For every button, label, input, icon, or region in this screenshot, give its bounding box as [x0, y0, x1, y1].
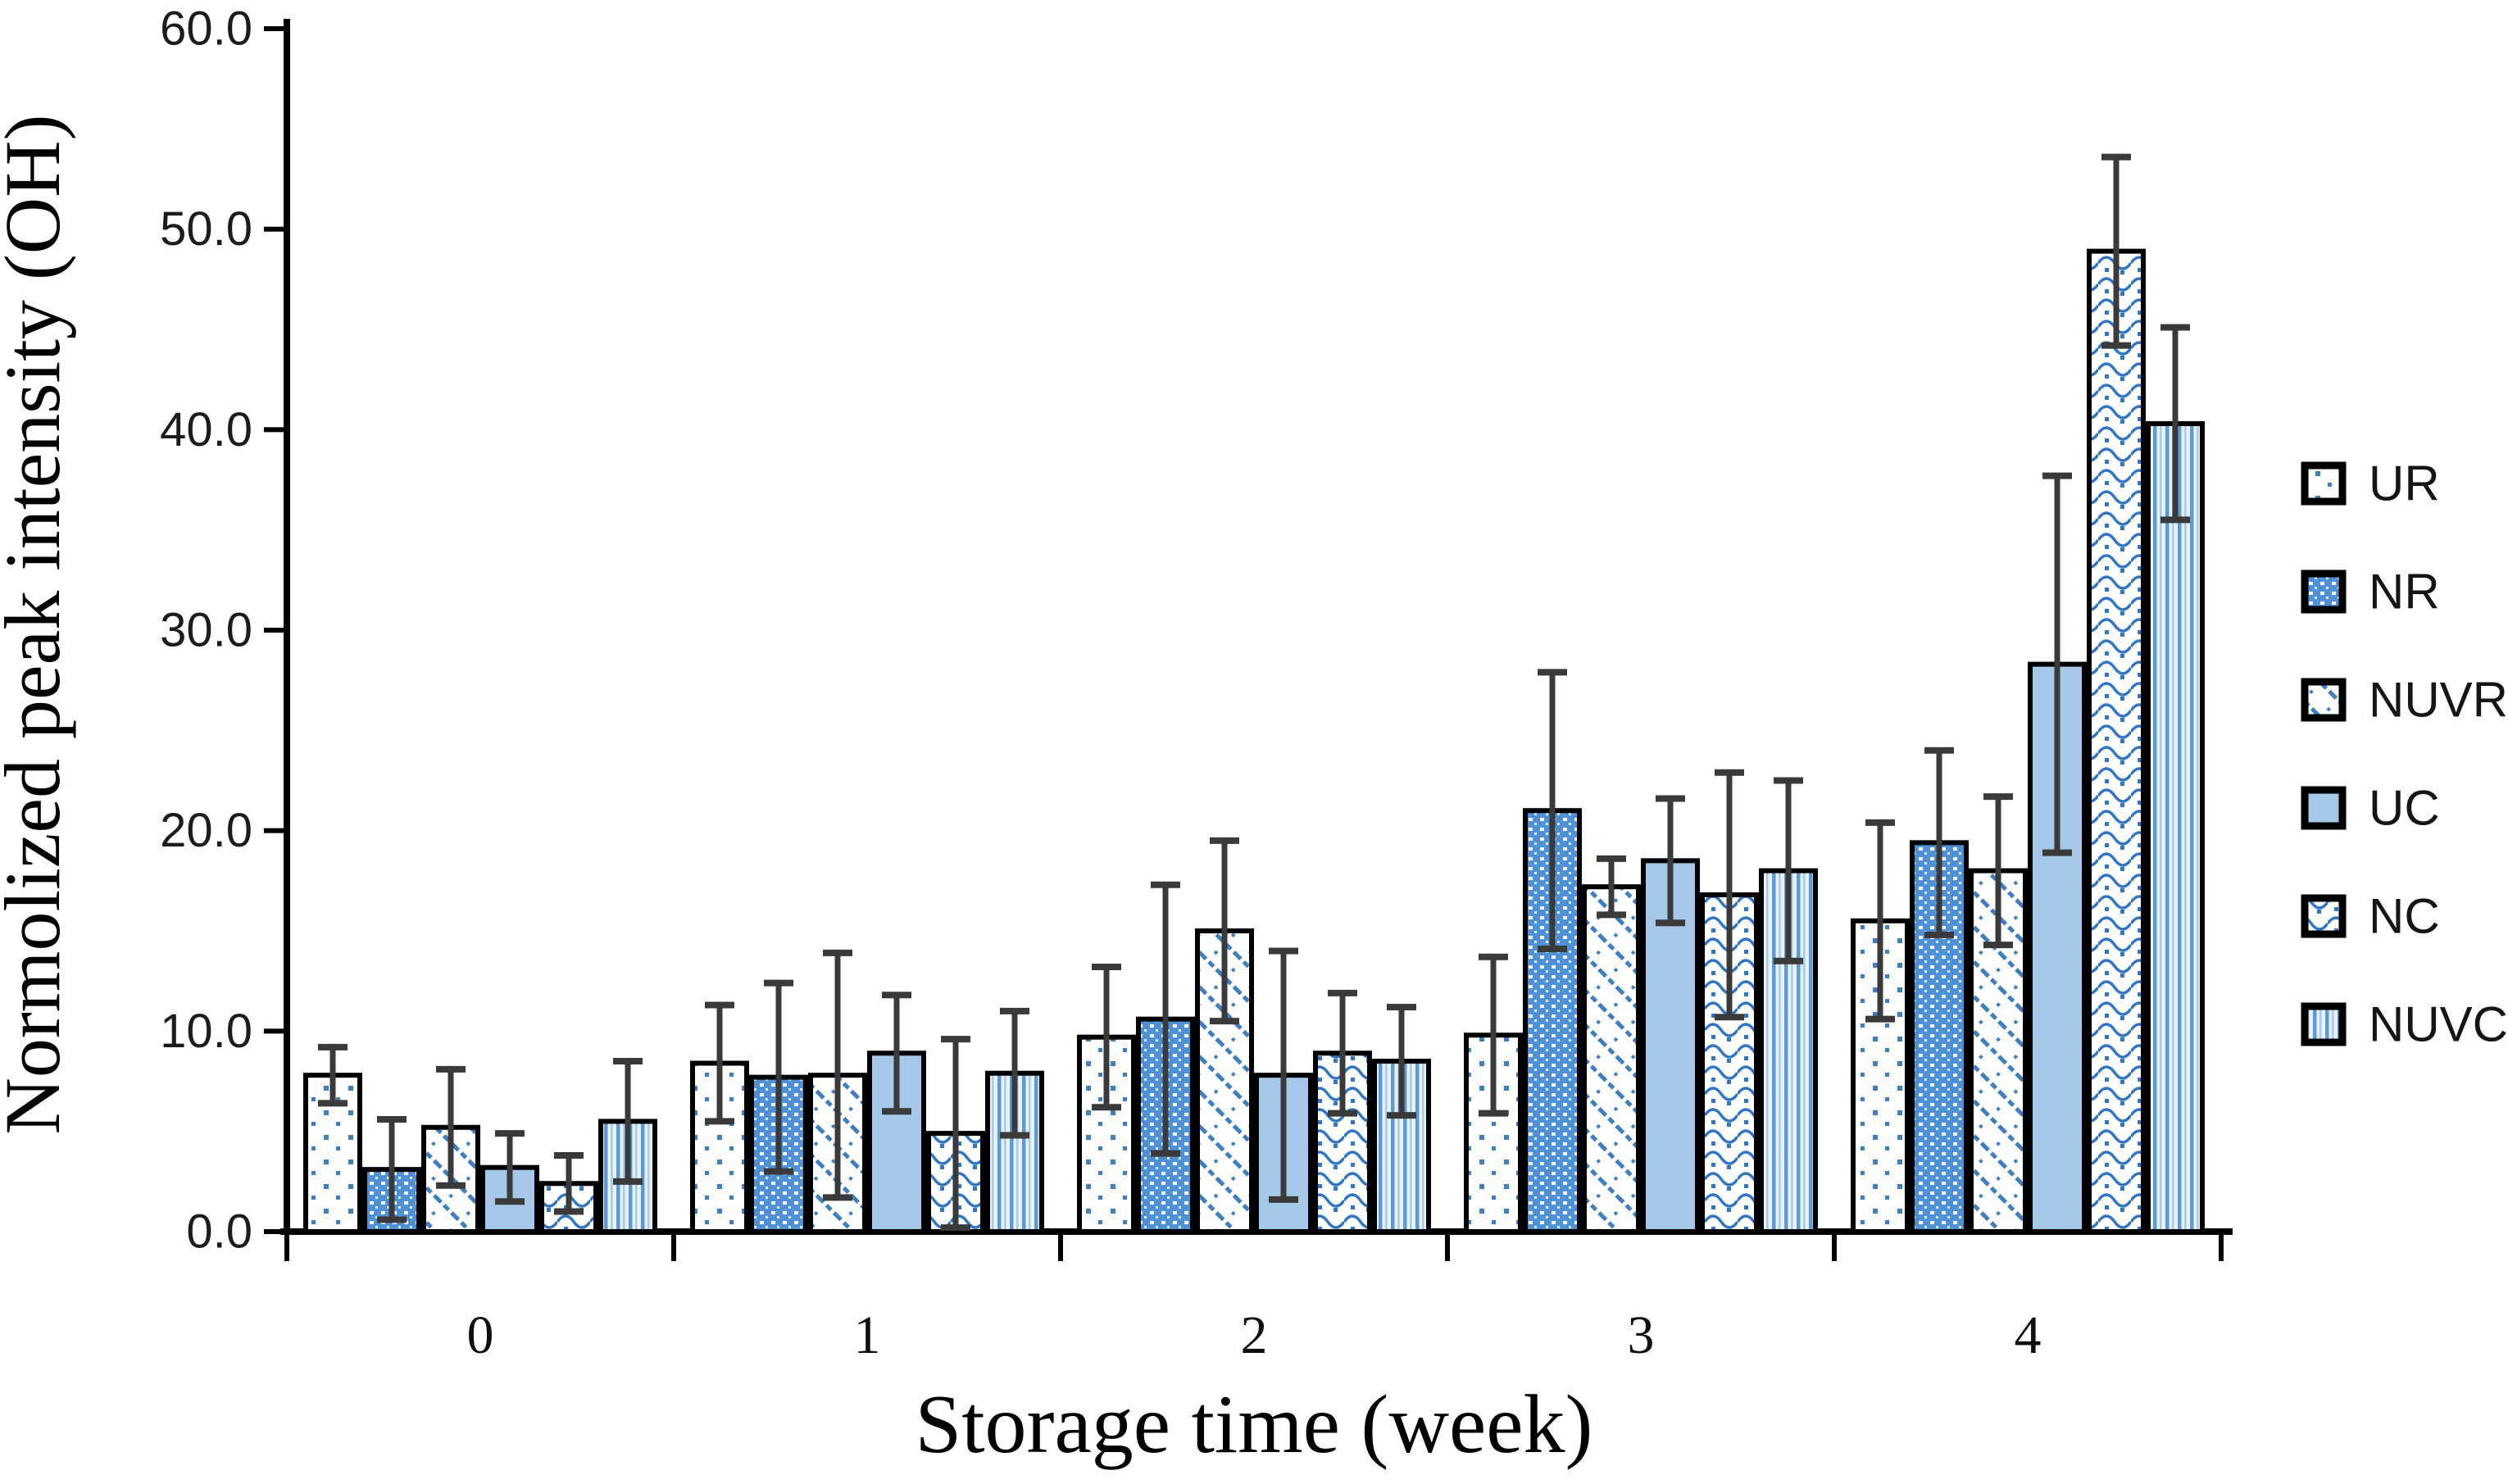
bar-NUVR-week3	[1582, 884, 1641, 1234]
x-axis-title: Storage time (week)	[915, 1378, 1592, 1471]
bar-NC-week2	[1313, 1051, 1372, 1235]
error-bar-UC-week4	[2042, 472, 2072, 856]
x-category-label-0: 0	[467, 1305, 494, 1365]
y-tick-10.0	[264, 1028, 285, 1034]
error-bar-NUVC-week1	[1000, 1007, 1029, 1139]
legend: UR NR NUVR UC NC NUVC	[2301, 456, 2508, 1052]
error-bar-NUVC-week3	[1774, 777, 1803, 964]
legend-item-NC: NC	[2301, 889, 2440, 944]
bars-layer	[303, 248, 2205, 1235]
error-bar-NR-week3	[1538, 669, 1567, 953]
legend-item-NUVC: NUVC	[2301, 997, 2508, 1052]
error-bar-NC-week3	[1715, 769, 1744, 1021]
error-bar-UC-week0	[495, 1130, 525, 1205]
error-bar-NR-week2	[1151, 881, 1180, 1157]
error-bar-NUVC-week0	[613, 1058, 643, 1185]
bar-NUVC-week4	[2146, 420, 2205, 1234]
legend-swatch-UC	[2301, 786, 2347, 830]
error-bar-NR-week4	[1924, 747, 1954, 938]
bar-NC-week4	[2087, 248, 2146, 1235]
legend-item-UR: UR	[2301, 456, 2440, 511]
legend-label-NUVC: NUVC	[2369, 997, 2508, 1052]
legend-label-NR: NR	[2369, 565, 2440, 619]
legend-swatch-NUVR	[2301, 678, 2347, 722]
plot-area: 0.0 10.0 20.0 30.0 40.0 50.0 60.0 0 1 2 3 4	[160, 2, 2233, 1365]
x-tick-0	[284, 1232, 289, 1261]
y-tick-label-40.0: 40.0	[160, 403, 252, 456]
legend-item-NUVR: NUVR	[2301, 673, 2508, 728]
error-bar-NUVR-week3	[1597, 855, 1626, 919]
error-bar-UR-week4	[1865, 819, 1895, 1023]
x-tick-4	[1832, 1232, 1837, 1261]
y-tick-label-20.0: 20.0	[160, 804, 252, 857]
error-bar-NC-week1	[941, 1036, 970, 1232]
error-bar-NUVC-week4	[2160, 324, 2190, 524]
legend-swatch-NC	[2301, 894, 2347, 938]
y-tick-label-30.0: 30.0	[160, 604, 252, 657]
y-tick-label-0.0: 0.0	[186, 1205, 252, 1259]
error-bar-UR-week3	[1479, 953, 1508, 1117]
error-bar-UR-week0	[318, 1043, 348, 1107]
x-tick-2	[1058, 1232, 1063, 1261]
x-category-label-4: 4	[2015, 1305, 2042, 1365]
y-axis-line	[284, 19, 290, 1235]
error-bar-UR-week1	[705, 1001, 734, 1125]
y-tick-label-50.0: 50.0	[160, 202, 252, 256]
legend-label-NUVR: NUVR	[2369, 673, 2508, 728]
legend-label-NC: NC	[2369, 889, 2440, 944]
error-bar-NUVR-week2	[1210, 837, 1239, 1025]
x-tick-5	[2219, 1232, 2224, 1261]
error-bar-UC-week1	[882, 992, 911, 1115]
x-tick-1	[671, 1232, 676, 1261]
y-tick-40.0	[264, 427, 285, 433]
error-bar-NC-week0	[554, 1152, 584, 1215]
legend-label-UC: UC	[2369, 781, 2440, 836]
error-bar-NUVC-week2	[1387, 1003, 1416, 1119]
legend-swatch-NUVC	[2301, 1002, 2347, 1046]
legend-item-UC: UC	[2301, 781, 2440, 836]
y-tick-label-10.0: 10.0	[160, 1005, 252, 1058]
error-bar-NR-week0	[377, 1115, 407, 1223]
error-bar-NUVR-week4	[1983, 793, 2013, 949]
legend-swatch-UR	[2301, 461, 2347, 506]
error-bar-NUVR-week1	[823, 949, 852, 1201]
error-bar-NR-week1	[764, 979, 793, 1175]
y-tick-label-60.0: 60.0	[160, 2, 252, 56]
y-axis-title: Normolized peak intensity (OH)	[0, 115, 76, 1135]
error-bar-UC-week3	[1656, 795, 1685, 927]
x-category-label-1: 1	[854, 1305, 881, 1365]
error-bar-NUVR-week0	[436, 1065, 466, 1189]
error-bar-NC-week2	[1328, 989, 1357, 1117]
x-tick-3	[1445, 1232, 1450, 1261]
legend-swatch-NR	[2301, 570, 2347, 614]
y-tick-60.0	[264, 26, 285, 31]
legend-label-UR: UR	[2369, 456, 2440, 511]
y-tick-20.0	[264, 828, 285, 833]
y-tick-50.0	[264, 226, 285, 232]
error-bar-UR-week2	[1092, 964, 1121, 1111]
legend-item-NR: NR	[2301, 565, 2440, 619]
error-bars-layer	[318, 153, 2190, 1232]
x-category-label-2: 2	[1241, 1305, 1268, 1365]
error-bar-UC-week2	[1269, 947, 1298, 1203]
y-tick-30.0	[264, 628, 285, 633]
x-category-label-3: 3	[1628, 1305, 1655, 1365]
y-tick-0.0	[264, 1229, 285, 1234]
error-bar-NC-week4	[2101, 153, 2131, 349]
